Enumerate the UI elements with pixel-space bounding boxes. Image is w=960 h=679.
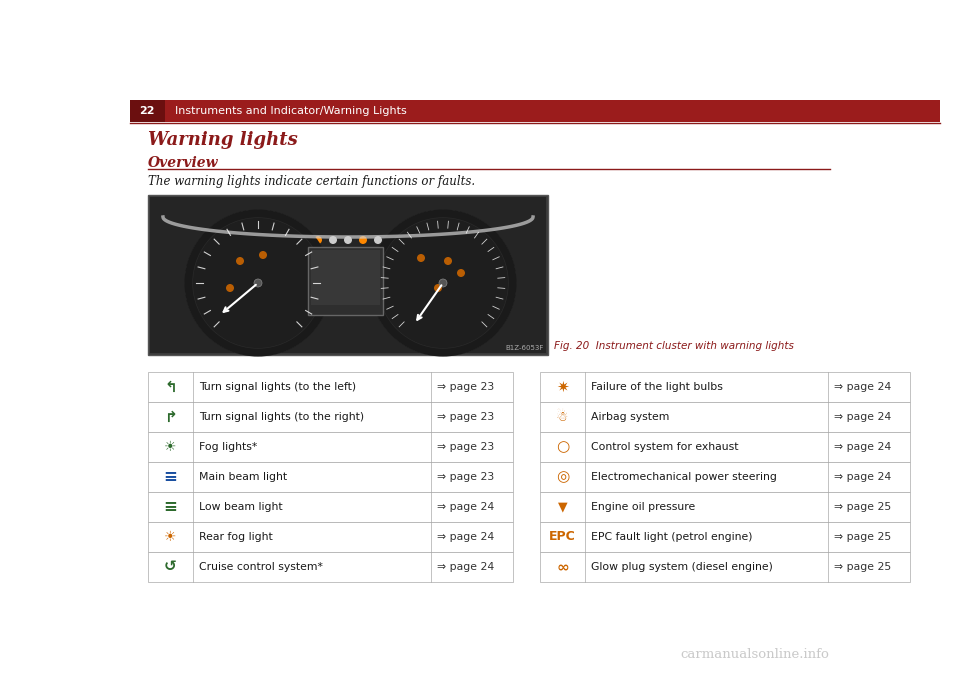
Text: ⇒ page 23: ⇒ page 23 xyxy=(437,382,494,392)
Text: Fog lights*: Fog lights* xyxy=(199,442,257,452)
Text: Rear fog light: Rear fog light xyxy=(199,532,273,542)
Circle shape xyxy=(314,236,322,244)
Circle shape xyxy=(439,279,447,287)
Text: ≡: ≡ xyxy=(163,468,178,486)
Circle shape xyxy=(236,257,244,265)
Bar xyxy=(311,250,380,305)
Text: ⇒ page 24: ⇒ page 24 xyxy=(834,472,891,482)
Text: ⇒ page 25: ⇒ page 25 xyxy=(834,562,891,572)
Bar xyxy=(165,100,940,122)
Bar xyxy=(148,402,513,432)
Text: Airbag system: Airbag system xyxy=(591,412,669,422)
Circle shape xyxy=(374,236,382,244)
Bar xyxy=(540,372,910,402)
Circle shape xyxy=(344,236,352,244)
Text: ⇒ page 24: ⇒ page 24 xyxy=(834,442,891,452)
Circle shape xyxy=(329,236,337,244)
Bar xyxy=(130,100,165,122)
Text: Failure of the light bulbs: Failure of the light bulbs xyxy=(591,382,723,392)
Text: ⇒ page 25: ⇒ page 25 xyxy=(834,502,891,512)
Text: ◎: ◎ xyxy=(556,469,569,485)
Bar xyxy=(148,432,513,462)
Bar xyxy=(148,372,513,402)
Text: 22: 22 xyxy=(139,106,155,116)
Bar xyxy=(540,462,910,492)
Text: Control system for exhaust: Control system for exhaust xyxy=(591,442,738,452)
Circle shape xyxy=(193,218,323,348)
Circle shape xyxy=(259,251,267,259)
Text: ⇒ page 23: ⇒ page 23 xyxy=(437,472,494,482)
Text: Electromechanical power steering: Electromechanical power steering xyxy=(591,472,777,482)
Bar xyxy=(540,522,910,552)
Bar xyxy=(150,197,546,353)
Bar xyxy=(148,492,513,522)
Text: Glow plug system (diesel engine): Glow plug system (diesel engine) xyxy=(591,562,773,572)
Text: ∞: ∞ xyxy=(556,559,569,574)
Circle shape xyxy=(434,284,442,292)
Text: ⇒ page 24: ⇒ page 24 xyxy=(437,502,494,512)
Bar xyxy=(148,195,548,355)
Text: carmanualsonline.info: carmanualsonline.info xyxy=(680,648,828,661)
Circle shape xyxy=(378,218,508,348)
Text: Cruise control system*: Cruise control system* xyxy=(199,562,323,572)
Text: ⇒ page 23: ⇒ page 23 xyxy=(437,442,494,452)
Text: ⇒ page 24: ⇒ page 24 xyxy=(437,562,494,572)
Text: Overview: Overview xyxy=(148,156,219,170)
Text: ⇒ page 24: ⇒ page 24 xyxy=(437,532,494,542)
Circle shape xyxy=(226,284,234,292)
Text: ☀: ☀ xyxy=(164,440,177,454)
Bar xyxy=(308,247,383,315)
Text: Warning lights: Warning lights xyxy=(148,131,298,149)
Text: ☃: ☃ xyxy=(556,410,568,424)
Bar xyxy=(148,552,513,582)
Text: ○: ○ xyxy=(556,439,569,454)
Text: Main beam light: Main beam light xyxy=(199,472,287,482)
Bar xyxy=(148,462,513,492)
Circle shape xyxy=(299,236,307,244)
Circle shape xyxy=(389,236,397,244)
Text: ⇒ page 23: ⇒ page 23 xyxy=(437,412,494,422)
Bar xyxy=(148,522,513,552)
Text: ⇒ page 25: ⇒ page 25 xyxy=(834,532,891,542)
Text: ↰: ↰ xyxy=(164,380,177,394)
Bar xyxy=(540,402,910,432)
Text: EPC: EPC xyxy=(549,530,576,543)
Text: Engine oil pressure: Engine oil pressure xyxy=(591,502,695,512)
Bar xyxy=(540,492,910,522)
Text: ↺: ↺ xyxy=(164,559,177,574)
Text: Turn signal lights (to the left): Turn signal lights (to the left) xyxy=(199,382,356,392)
Circle shape xyxy=(444,257,452,265)
Text: ☀: ☀ xyxy=(164,530,177,544)
Text: B1Z-6053F: B1Z-6053F xyxy=(506,345,544,351)
Text: The warning lights indicate certain functions or faults.: The warning lights indicate certain func… xyxy=(148,175,475,187)
Text: ▼: ▼ xyxy=(558,500,567,513)
Text: Low beam light: Low beam light xyxy=(199,502,282,512)
Text: EPC fault light (petrol engine): EPC fault light (petrol engine) xyxy=(591,532,753,542)
Text: ⇒ page 24: ⇒ page 24 xyxy=(834,382,891,392)
Circle shape xyxy=(457,269,465,277)
Text: Turn signal lights (to the right): Turn signal lights (to the right) xyxy=(199,412,364,422)
Text: ✷: ✷ xyxy=(556,380,569,394)
Text: Instruments and Indicator/Warning Lights: Instruments and Indicator/Warning Lights xyxy=(175,106,407,116)
Text: ⇒ page 24: ⇒ page 24 xyxy=(834,412,891,422)
Text: Fig. 20  Instrument cluster with warning lights: Fig. 20 Instrument cluster with warning … xyxy=(554,341,794,351)
Text: ↱: ↱ xyxy=(164,409,177,424)
Circle shape xyxy=(417,254,425,262)
Bar xyxy=(540,432,910,462)
Bar xyxy=(540,552,910,582)
Circle shape xyxy=(359,236,367,244)
Circle shape xyxy=(254,279,262,287)
Text: ≡: ≡ xyxy=(163,498,178,516)
